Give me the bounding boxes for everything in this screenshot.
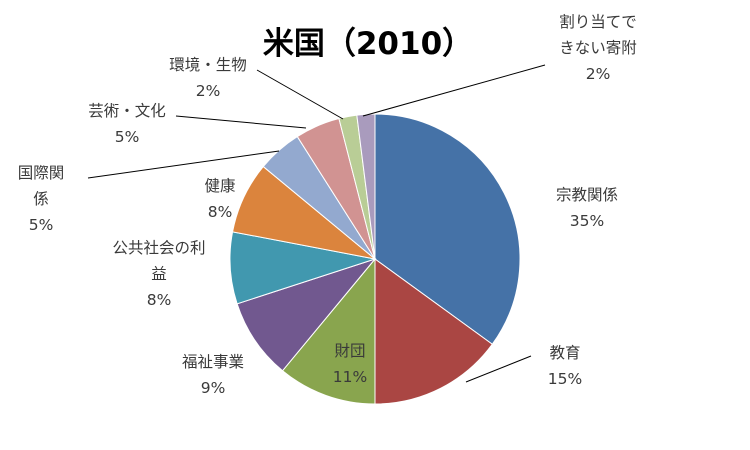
leader-line	[175, 115, 307, 129]
slice-labels: 宗教関係 35% 教育 15% 財団 11% 福祉事業 9% 公共社会の利益 8% 健康 8% 国際関係…	[18, 13, 637, 397]
slice-label: 芸術・文化 5%	[88, 102, 166, 146]
pie-slices	[229, 113, 521, 405]
chart-title: 米国（2010）	[263, 26, 473, 62]
pie-slice	[374, 258, 494, 405]
slice-label: 財団 11%	[333, 342, 367, 386]
pie-slice	[281, 257, 376, 405]
leader-line	[87, 150, 280, 179]
pie-slice	[356, 113, 376, 260]
leader-line	[256, 69, 344, 120]
leader-lines	[87, 64, 546, 383]
slice-label: 環境・生物 2%	[169, 55, 247, 100]
leader-line	[465, 355, 532, 383]
slice-label: 教育 15%	[548, 344, 582, 388]
leader-line	[362, 64, 546, 117]
slice-label: 宗教関係 35%	[556, 186, 618, 230]
slice-label: 福祉事業 9%	[182, 353, 244, 397]
slice-label: 公共社会の利益 8%	[112, 239, 205, 309]
pie-slice	[374, 113, 521, 345]
slice-label: 健康 8%	[204, 177, 235, 221]
slice-label: 国際関係 5%	[18, 164, 65, 234]
pie-slice	[236, 257, 377, 372]
slice-label: 割り当てできない寄附 2%	[559, 13, 637, 83]
